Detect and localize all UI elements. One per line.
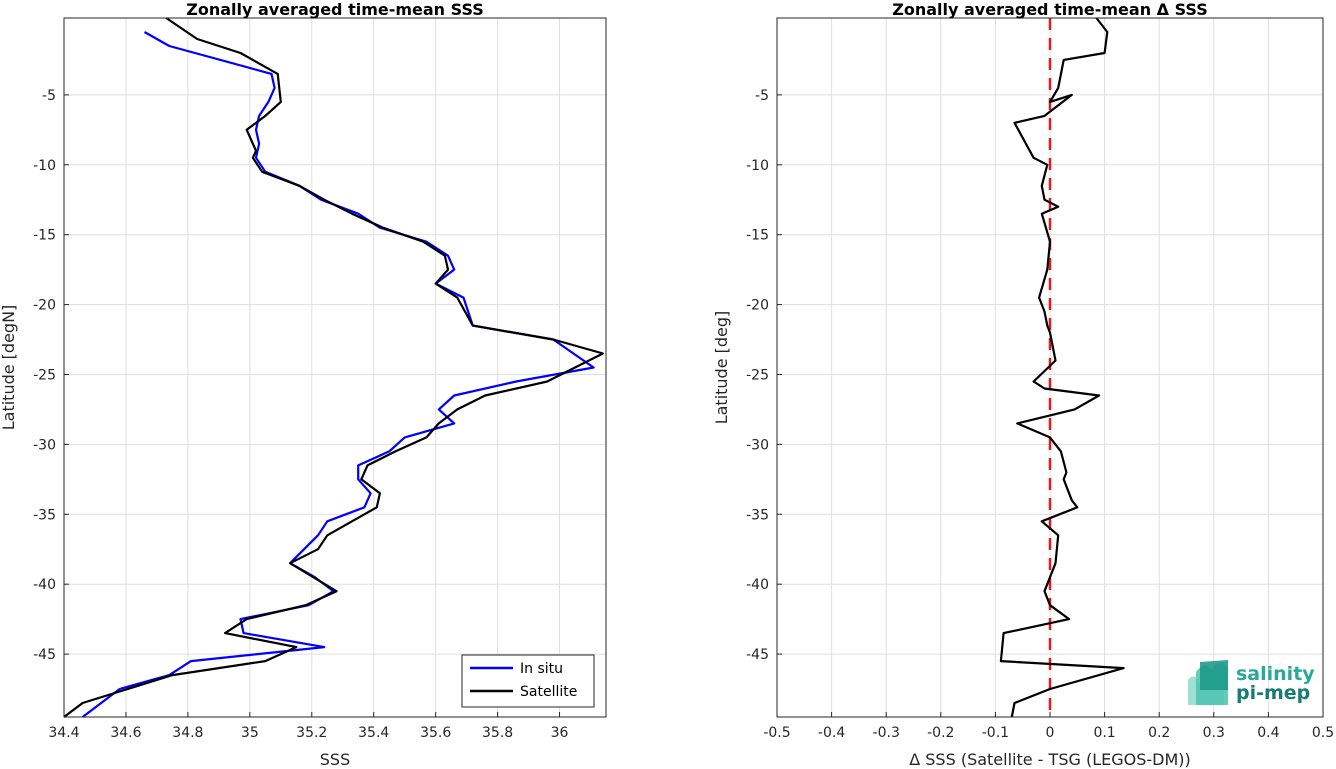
sss-series xyxy=(63,17,605,718)
y-tick-label: -15 xyxy=(33,228,56,244)
y-tick-label: -5 xyxy=(755,88,769,104)
x-tick-label: 35.2 xyxy=(296,725,327,741)
sss-ticks: 34.4 34.6 34.8 35 35.2 35.4 35.6 35.8 36 -5 -10 -15… xyxy=(33,88,568,741)
x-tick-label: -0.2 xyxy=(927,725,954,741)
wave-graphic-icon xyxy=(1188,660,1228,705)
y-tick-label: -30 xyxy=(746,437,769,453)
x-tick-label: -0.1 xyxy=(982,725,1009,741)
y-tick-label: -35 xyxy=(746,507,769,523)
x-tick-label: 35.8 xyxy=(482,725,513,741)
y-tick-label: -20 xyxy=(33,298,56,314)
y-tick-label: -40 xyxy=(746,577,769,593)
x-tick-label: 0.4 xyxy=(1257,725,1279,741)
x-tick-label: 0.5 xyxy=(1312,725,1334,741)
legend-label-in-situ: In situ xyxy=(520,661,563,677)
y-tick-label: -45 xyxy=(746,647,769,663)
x-tick-label: 35.4 xyxy=(358,725,389,741)
sss-title: Zonally averaged time-mean SSS xyxy=(186,0,484,19)
sss-ylabel: Latitude [degN] xyxy=(0,305,18,431)
x-tick-label: -0.5 xyxy=(763,725,790,741)
x-tick-label: 36 xyxy=(551,725,569,741)
legend-box xyxy=(461,654,595,708)
y-tick-label: -10 xyxy=(33,158,56,174)
y-tick-label: -45 xyxy=(33,647,56,663)
series-line-delta-sss xyxy=(999,17,1125,718)
salinity-pi-mep-logo: salinity pi-mep xyxy=(1188,660,1315,705)
x-tick-label: 0.3 xyxy=(1203,725,1225,741)
y-tick-label: -10 xyxy=(746,158,769,174)
sss-axes-frame xyxy=(63,17,607,718)
sss-panel: 34.4 34.6 34.8 35 35.2 35.4 35.6 35.8 36 -5 -10 -15… xyxy=(0,0,607,769)
y-tick-label: -15 xyxy=(746,228,769,244)
x-tick-label: 34.6 xyxy=(110,725,141,741)
y-tick-label: -35 xyxy=(33,507,56,523)
delta-title: Zonally averaged time-mean Δ SSS xyxy=(892,0,1208,19)
y-tick-label: -25 xyxy=(746,367,769,383)
legend-label-satellite: Satellite xyxy=(520,684,577,700)
logo-text-salinity: salinity xyxy=(1236,663,1315,685)
delta-xlabel: Δ SSS (Satellite - TSG (LEGOS-DM)) xyxy=(909,750,1191,769)
x-tick-label: 0 xyxy=(1046,725,1055,741)
delta-series xyxy=(999,17,1125,718)
delta-ticks: -0.5 -0.4 -0.3 -0.2 -0.1 0 0.1 0.2 0.3 0.4 0.5 -5 -1… xyxy=(746,88,1334,741)
x-tick-label: 0.1 xyxy=(1093,725,1115,741)
x-tick-label: -0.4 xyxy=(818,725,845,741)
legend: In situ Satellite xyxy=(461,654,595,708)
delta-sss-panel: -0.5 -0.4 -0.3 -0.2 -0.1 0 0.1 0.2 0.3 0.4 0.5 -5 -1… xyxy=(712,0,1334,769)
y-tick-label: -5 xyxy=(42,88,56,104)
delta-ylabel: Latitude [deg] xyxy=(712,311,731,425)
x-tick-label: -0.3 xyxy=(873,725,900,741)
y-tick-label: -20 xyxy=(746,298,769,314)
series-line-satellite xyxy=(63,17,605,718)
y-tick-label: -40 xyxy=(33,577,56,593)
x-tick-label: 34.4 xyxy=(48,725,79,741)
sss-grid xyxy=(63,18,606,717)
x-tick-label: 35.6 xyxy=(420,725,451,741)
y-tick-label: -25 xyxy=(33,367,56,383)
x-tick-label: 35 xyxy=(241,725,259,741)
x-tick-label: 0.2 xyxy=(1148,725,1170,741)
y-tick-label: -30 xyxy=(33,437,56,453)
x-tick-label: 34.8 xyxy=(172,725,203,741)
sss-xlabel: SSS xyxy=(320,750,350,769)
logo-text-pi-mep: pi-mep xyxy=(1236,682,1310,704)
